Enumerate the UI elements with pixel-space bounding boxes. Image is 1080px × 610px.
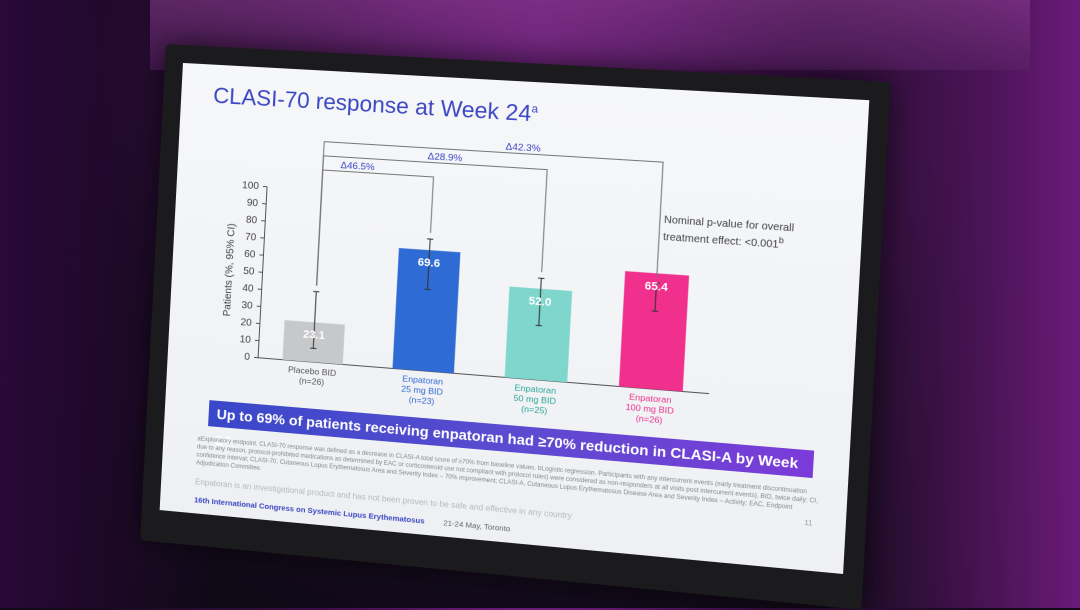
y-tick-label: 90	[247, 198, 259, 210]
bar-value-label: 52.0	[528, 295, 551, 309]
bar-value-label: 23.1	[303, 329, 325, 343]
y-tick-label: 20	[240, 317, 252, 329]
comparison-label: Δ28.9%	[427, 151, 463, 164]
x-category-label: (n=25)	[521, 403, 548, 415]
comparison-label: Δ42.3%	[505, 141, 541, 154]
y-tick-label: 70	[245, 232, 257, 244]
y-tick-label: 80	[246, 215, 258, 227]
presentation-slide: CLASI-70 response at Week 24a 0102030405…	[160, 63, 870, 574]
x-category-label: (n=26)	[299, 375, 325, 387]
y-tick-label: 50	[243, 266, 255, 278]
y-tick-label: 60	[244, 249, 256, 261]
bar-value-label: 65.4	[644, 280, 669, 294]
y-tick-label: 100	[242, 180, 260, 192]
x-category-label: (n=26)	[635, 413, 663, 426]
y-axis-label: Patients (%, 95% CI)	[222, 223, 238, 317]
y-tick-label: 10	[239, 334, 251, 346]
projection-screen: CLASI-70 response at Week 24a 0102030405…	[140, 44, 890, 610]
x-category-label: (n=23)	[408, 394, 434, 406]
bar-chart: 0 10 20 30 40 50 60 70 80 90 100 Patients (%, 95% C…	[166, 63, 870, 449]
page-number: 11	[804, 520, 812, 528]
y-tick-label: 40	[242, 283, 254, 295]
bar-value-label: 69.6	[417, 257, 440, 271]
y-tick-label: 30	[241, 300, 253, 312]
y-tick-label: 0	[244, 352, 251, 364]
comparison-label: Δ46.5%	[340, 160, 375, 173]
